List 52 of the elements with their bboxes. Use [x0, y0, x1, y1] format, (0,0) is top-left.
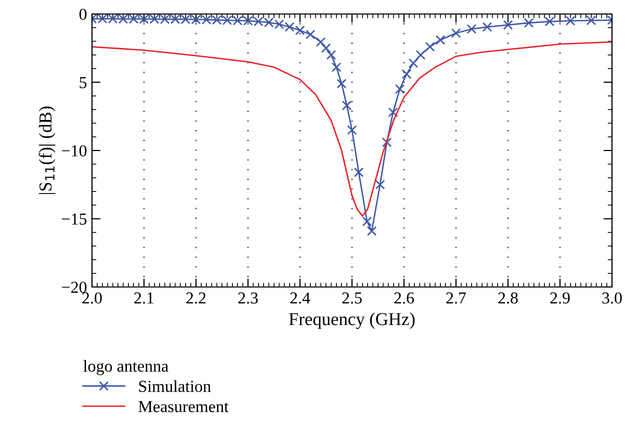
point [416, 50, 426, 60]
point [482, 22, 492, 32]
point [284, 22, 294, 32]
legend-label: Simulation [139, 380, 211, 392]
point [366, 226, 377, 236]
point [321, 43, 331, 53]
point [382, 137, 392, 148]
point [503, 20, 513, 30]
x-tick-label: 3.0 [602, 292, 622, 304]
x-tick-label: 2.9 [550, 292, 570, 304]
point [295, 26, 305, 36]
x-tick-label: 2.2 [186, 292, 206, 304]
legend-title: logo antenna [83, 360, 168, 376]
point [362, 216, 372, 226]
point [566, 16, 576, 26]
point [436, 35, 446, 45]
x-tick-label: 2.0 [82, 292, 102, 304]
point [586, 16, 596, 26]
x-tick-label: 2.6 [394, 292, 414, 304]
point [394, 84, 405, 94]
y-tick-label: 5 [80, 77, 86, 88]
x-tick-label: 2.4 [290, 292, 310, 304]
point [332, 62, 342, 72]
x-tick-label: 2.8 [498, 292, 518, 304]
point [425, 42, 435, 52]
y-tick-label: −10 [62, 145, 87, 156]
y-axis-title: |S$_{11}$(f)| (dB) [38, 106, 56, 194]
point [544, 16, 554, 26]
x-tick-label: 2.5 [342, 292, 362, 304]
point [388, 107, 398, 118]
y-tick-label: −20 [62, 282, 87, 293]
point [306, 30, 316, 40]
point [342, 100, 352, 110]
point [316, 37, 326, 47]
point [408, 58, 418, 68]
line-series [92, 41, 612, 217]
point [354, 167, 364, 178]
x-tick-label: 2.3 [238, 292, 258, 304]
x-axis-title: Frequency (GHz) [289, 312, 415, 329]
point [347, 125, 357, 135]
point [524, 18, 534, 28]
point [451, 28, 461, 38]
y-tick-label: 0 [79, 8, 87, 20]
point [375, 180, 385, 190]
point [402, 69, 412, 79]
point [336, 78, 346, 88]
point [466, 24, 476, 34]
x-tick-label: 2.7 [446, 292, 466, 304]
x-tick-label: 2.1 [134, 292, 154, 304]
y-tick-label: −15 [62, 214, 86, 225]
point [326, 50, 336, 60]
legend-label: Measurement [138, 401, 229, 412]
